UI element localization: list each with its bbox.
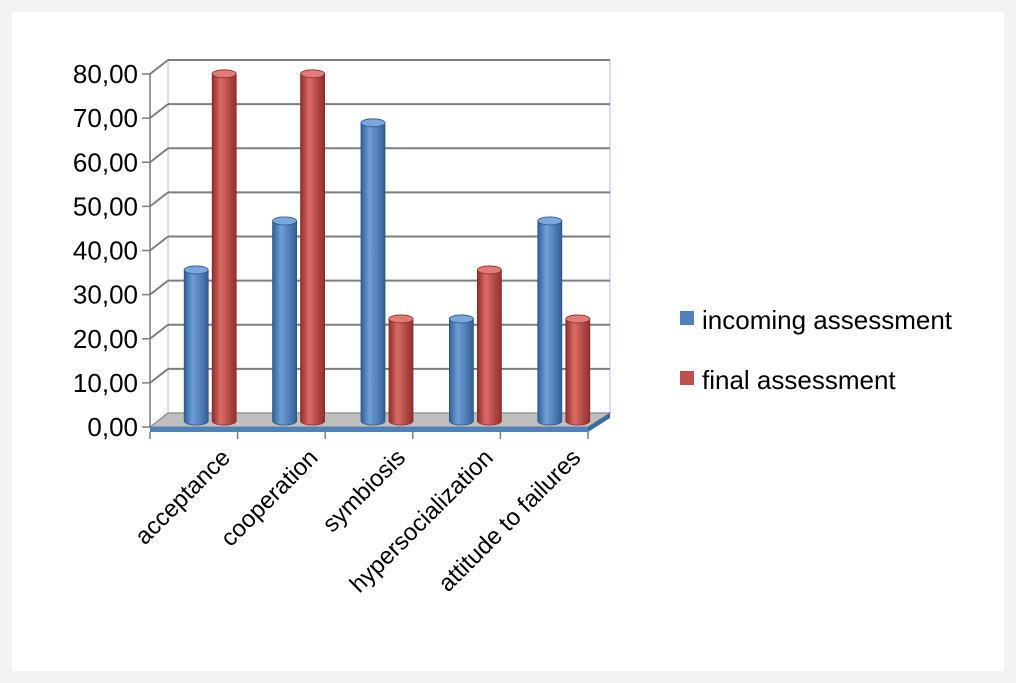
y-tick-label: 20,00 [73, 324, 138, 354]
bar-body [183, 269, 209, 426]
bar-body [537, 220, 563, 426]
gridline-side [149, 103, 169, 119]
y-tick-label: 50,00 [73, 191, 138, 221]
bar [211, 69, 237, 426]
gridline-side [149, 368, 169, 384]
y-tick-label: 40,00 [73, 236, 138, 266]
bar-top [476, 265, 502, 275]
y-tick-label: 70,00 [73, 103, 138, 133]
gridline-side [149, 279, 169, 296]
legend-label: final assessment [702, 365, 896, 395]
bar-top [211, 69, 237, 79]
bar-body [300, 73, 325, 426]
bar [272, 216, 298, 426]
bar-top [565, 314, 591, 324]
y-tick-label: 0,00 [87, 412, 138, 442]
gridline-side [149, 147, 169, 164]
bar-body [360, 122, 386, 426]
bar [388, 314, 414, 426]
bar-top [448, 314, 474, 324]
bar-body [388, 318, 414, 426]
y-tick-label: 80,00 [73, 59, 138, 89]
bar-top [360, 118, 386, 128]
bar-top [183, 265, 209, 275]
gridline-side [149, 235, 169, 252]
bar-body [449, 318, 474, 426]
floor-side-edge [588, 413, 610, 432]
x-axis-categories: acceptancecooperationsymbiosishypersocia… [130, 432, 589, 598]
bar-top [388, 314, 414, 324]
bar [537, 216, 563, 426]
floor-front-edge [150, 427, 588, 432]
y-tick-label: 30,00 [73, 280, 138, 310]
bar-top [537, 216, 563, 226]
legend-swatch [680, 311, 694, 325]
legend-label: incoming assessment [702, 305, 953, 335]
bar [476, 265, 502, 426]
legend: incoming assessment final assessment [680, 305, 953, 395]
bar-top [300, 69, 326, 79]
bar [448, 314, 474, 426]
bars [183, 69, 591, 426]
bar-body [565, 318, 591, 426]
legend-swatch [680, 371, 694, 385]
gridline-side [149, 59, 169, 75]
x-category-label: symbiosis [317, 444, 411, 538]
gridline-side [149, 191, 169, 208]
bar [565, 314, 591, 426]
gridline-side [149, 323, 169, 340]
y-tick-label: 60,00 [73, 147, 138, 177]
bar-body [272, 220, 297, 426]
bar [300, 69, 326, 426]
y-tick-label: 10,00 [73, 368, 138, 398]
bar-body [211, 73, 237, 426]
y-axis-ticks: 0,00 10,00 20,00 30,00 40,00 50,00 60,00 70,00 8… [73, 59, 151, 442]
bar-body [477, 269, 502, 426]
bar [183, 265, 209, 426]
bar-top [272, 216, 298, 226]
bar [360, 118, 386, 426]
